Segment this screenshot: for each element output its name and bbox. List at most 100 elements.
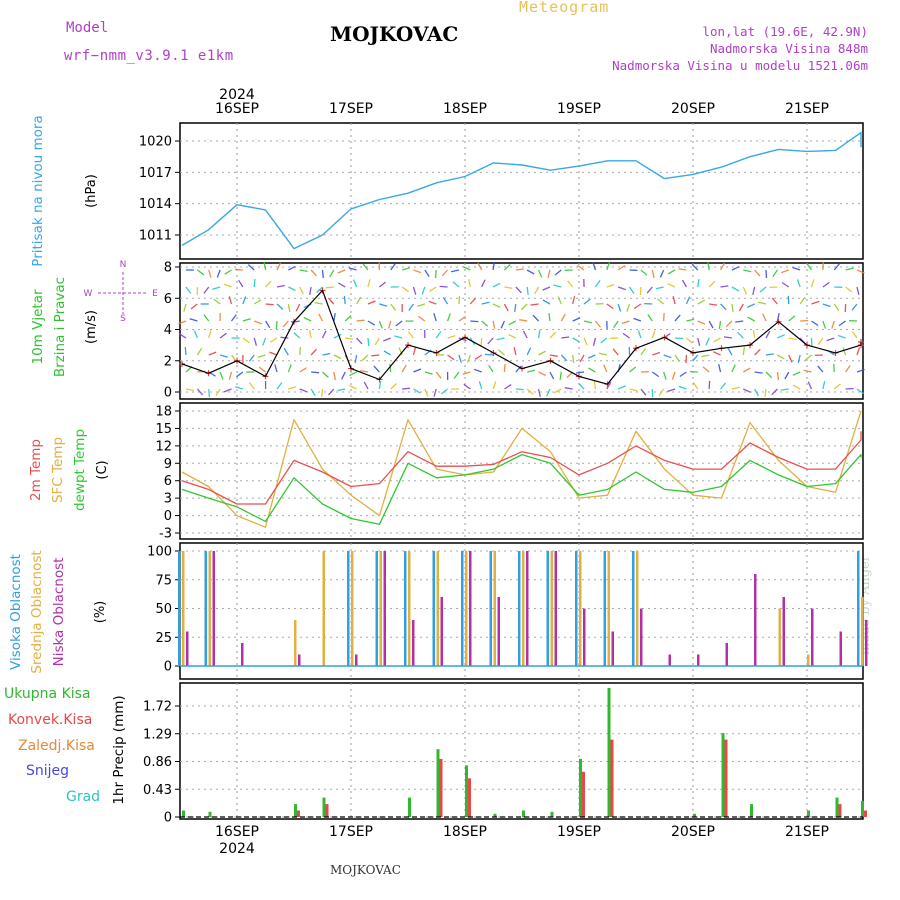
wind-arrow [433, 313, 437, 322]
wind-arrow [851, 331, 858, 339]
top-date-label: 20SEP [671, 101, 715, 117]
cloud-low-bar [212, 551, 215, 666]
wind-arrow [492, 303, 501, 308]
wind-arrow [248, 382, 255, 390]
wind-arrow [196, 388, 204, 396]
wind-arrow [280, 336, 289, 339]
wind-arrow [629, 366, 637, 373]
precip-panel [179, 682, 864, 820]
wind-arrow [418, 315, 426, 322]
wind-arrow [606, 262, 611, 271]
wind-arrow [777, 354, 785, 360]
wind-arrow [617, 303, 622, 312]
wind-arrow [450, 269, 460, 273]
wind-arrow [594, 320, 602, 328]
wind-arrow [754, 348, 761, 356]
cloud-low-bar [383, 551, 386, 666]
cloud-mid-bar [550, 551, 553, 666]
wind-arrow [394, 335, 403, 339]
cloud-low-bar [725, 643, 728, 666]
wind-arrow [453, 371, 460, 379]
wind-arrow [208, 269, 212, 278]
wind-arrow [685, 337, 693, 344]
wind-arrow [537, 388, 541, 397]
cloud-y-tick-label: 0 [164, 660, 172, 675]
temperature-panel-frame [179, 402, 864, 540]
wind-arrow [185, 286, 192, 294]
wind-arrow [692, 382, 699, 390]
wind-arrow [447, 335, 456, 339]
wind-arrow [458, 316, 467, 322]
wind-y-tick-label: 4 [164, 323, 172, 338]
wind-arrow [659, 269, 665, 278]
wind-arrow [354, 354, 358, 364]
wind-arrow [629, 286, 635, 294]
wind-arrow [743, 388, 751, 393]
wind-arrow [348, 267, 357, 271]
top-date-label: 18SEP [443, 101, 487, 117]
cloud-high-bar [461, 551, 464, 666]
wind-arrow [515, 286, 522, 294]
wind-arrow [737, 331, 744, 339]
cloud-axis-label-mid: Srednja Oblacnost [29, 550, 45, 673]
wind-arrow [452, 281, 460, 288]
precip-total-bar [208, 811, 212, 817]
wind-arrow [851, 303, 858, 311]
cloud-mid-bar [493, 551, 496, 666]
wind-arrow [738, 303, 744, 312]
wind-arrow [637, 330, 642, 339]
wind-arrow [212, 286, 221, 290]
wind-arrow [788, 354, 793, 363]
wind-arrow [686, 318, 695, 322]
wind-arrow [310, 388, 316, 397]
wind-arrow [826, 337, 835, 342]
wind-arrow [344, 315, 352, 322]
wind-arrow [546, 388, 551, 397]
wind-arrow [697, 337, 701, 346]
wind-arrow [831, 320, 835, 329]
wind-arrow [701, 354, 710, 358]
wind-arrow [532, 314, 540, 322]
wind-arrow [606, 283, 615, 288]
precip-convective-bar [439, 758, 443, 817]
wind-y-tick-label: 2 [164, 354, 172, 369]
wind-arrow [322, 352, 331, 356]
wind-arrow [691, 263, 699, 271]
wind-arrow [500, 320, 506, 329]
wind-arrow [754, 269, 761, 277]
wind-arrow [190, 303, 198, 310]
wind-arrow [196, 347, 203, 356]
cloud-mid-bar [522, 551, 525, 666]
wind-arrow [258, 366, 266, 373]
wind-arrow [554, 269, 562, 276]
wind-arrow [742, 286, 748, 295]
wind-panel-frame [179, 262, 864, 400]
wind-arrow [367, 320, 376, 326]
wind-arrow [723, 336, 732, 339]
wind-arrow [468, 279, 471, 288]
wind-arrow [352, 279, 358, 288]
wind-arrow [390, 303, 397, 311]
wind-arrow [697, 299, 706, 305]
wind-arrow [219, 354, 228, 358]
wind-gust-marker [179, 360, 185, 367]
temperature-y-tick-label: 0 [164, 509, 172, 524]
wind-arrow [458, 354, 462, 363]
wind-unit-label: (m/s) [84, 310, 99, 344]
wind-arrow [492, 381, 497, 390]
wind-arrow [308, 329, 312, 339]
wind-arrow [299, 286, 304, 295]
wind-arrow [333, 371, 337, 381]
wind-arrow [378, 380, 382, 390]
cloud-low-bar [241, 643, 244, 666]
wind-arrow [718, 364, 722, 373]
wind-arrow [784, 371, 790, 380]
wind-arrow [572, 354, 575, 363]
wind-arrow [424, 269, 430, 278]
wind-arrow [777, 334, 785, 339]
wind-arrow [709, 303, 718, 306]
wind-arrow [719, 262, 725, 271]
wind-arrow [402, 387, 411, 390]
wind-arrow [333, 333, 342, 339]
wind-arrow [262, 337, 267, 346]
